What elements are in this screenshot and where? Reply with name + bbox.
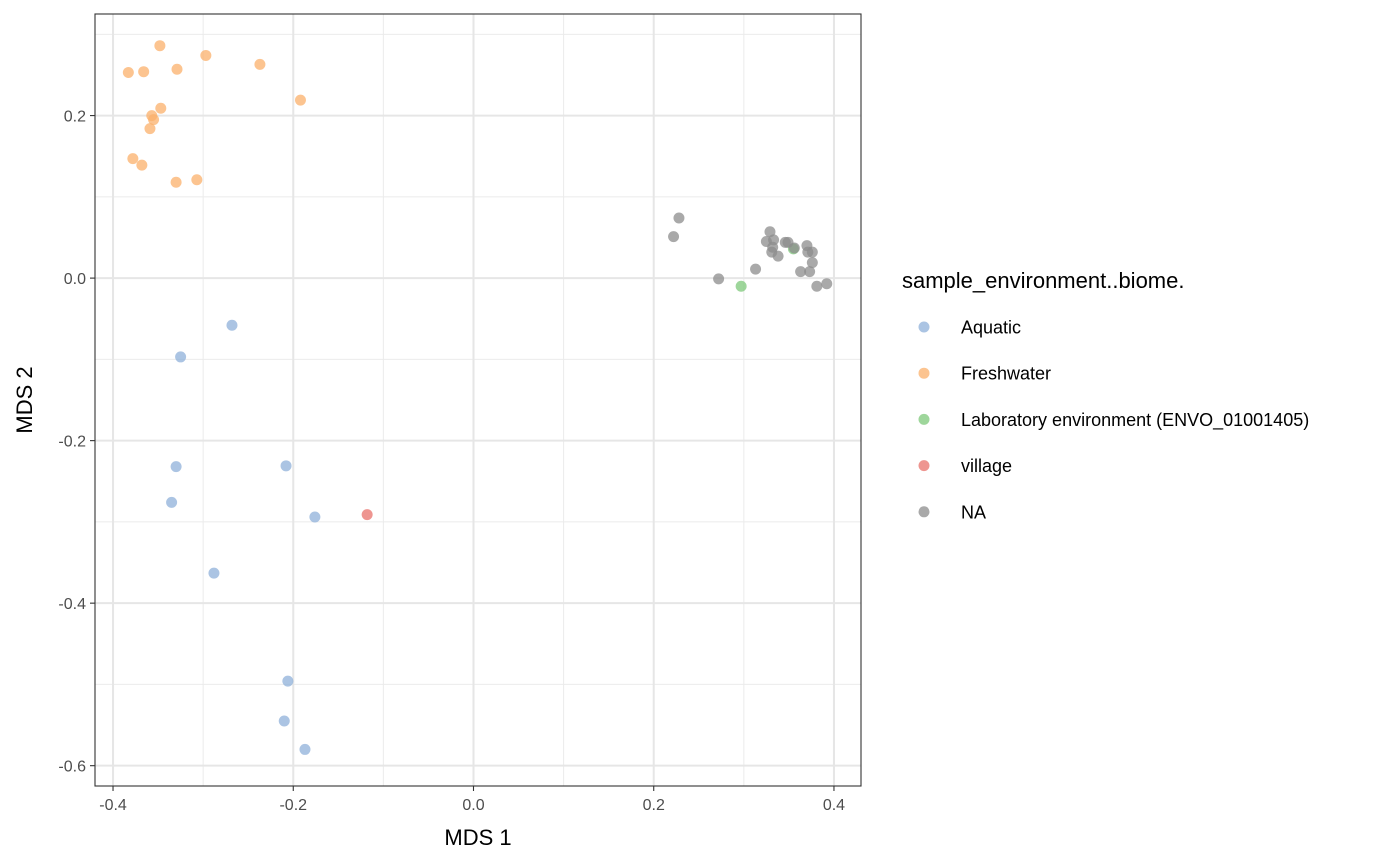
data-point-freshwater <box>144 123 156 135</box>
x-tick-label: -0.2 <box>279 797 307 814</box>
minor-gridlines <box>95 14 861 786</box>
data-point-laboratory-environment-envo-01001405 <box>735 280 747 292</box>
legend-key <box>918 321 930 333</box>
data-point-aquatic <box>309 511 321 523</box>
legend-key <box>918 506 930 518</box>
legend-label: Freshwater <box>961 364 1051 384</box>
data-point-na <box>821 278 833 290</box>
data-point-aquatic <box>166 496 178 508</box>
legend-key <box>918 460 930 472</box>
data-point-na <box>811 280 823 292</box>
y-tick-label: -0.4 <box>58 596 86 613</box>
legend-title: sample_environment..biome. <box>902 268 1184 293</box>
panel-border <box>94 13 862 787</box>
legend-key <box>918 413 930 425</box>
data-point-freshwater <box>122 67 134 79</box>
x-tick-label: 0.4 <box>823 797 845 814</box>
plot-panel <box>94 13 862 787</box>
x-axis: -0.4 -0.2 0.0 0.2 0.4 <box>99 786 845 814</box>
data-point-aquatic <box>282 675 294 687</box>
data-points <box>122 40 833 755</box>
legend-key <box>918 367 930 379</box>
y-axis-title: MDS 2 <box>12 366 37 433</box>
legend-label: NA <box>961 502 986 522</box>
data-point-freshwater <box>200 49 212 61</box>
x-tick-label: 0.0 <box>462 797 484 814</box>
data-point-na <box>750 263 762 275</box>
data-point-freshwater <box>155 102 167 114</box>
legend-label: village <box>961 456 1012 476</box>
data-point-freshwater <box>191 174 203 186</box>
data-point-aquatic <box>280 460 292 472</box>
y-tick-label: 0.0 <box>64 271 86 288</box>
data-point-na <box>788 242 800 254</box>
data-point-aquatic <box>208 567 220 579</box>
data-point-na <box>804 266 816 278</box>
panel-background <box>95 14 861 786</box>
x-tick-label: -0.4 <box>99 797 127 814</box>
y-axis: -0.6 -0.4 -0.2 0.0 0.2 <box>58 109 95 776</box>
legend: sample_environment..biome. Aquatic Freshw… <box>902 268 1309 522</box>
data-point-aquatic <box>278 715 290 727</box>
data-point-na <box>772 250 784 262</box>
data-point-freshwater <box>148 114 160 126</box>
legend-label: Aquatic <box>961 318 1021 338</box>
y-tick-label: -0.6 <box>58 759 86 776</box>
data-point-freshwater <box>127 153 139 165</box>
major-gridlines <box>95 14 861 786</box>
y-tick-label: 0.2 <box>64 109 86 126</box>
data-point-aquatic <box>299 743 311 755</box>
data-point-na <box>806 257 818 269</box>
data-point-na <box>713 273 725 285</box>
data-point-aquatic <box>175 351 187 363</box>
data-point-freshwater <box>136 159 148 171</box>
data-point-freshwater <box>138 66 150 78</box>
data-point-na <box>806 246 818 258</box>
y-tick-label: -0.2 <box>58 434 86 451</box>
data-point-na <box>795 266 807 278</box>
data-point-na <box>673 212 685 224</box>
x-tick-label: 0.2 <box>643 797 665 814</box>
data-point-freshwater <box>170 176 182 188</box>
data-point-freshwater <box>294 94 306 106</box>
data-point-freshwater <box>154 40 166 52</box>
legend-items: Aquatic Freshwater Laboratory environment … <box>918 318 1309 522</box>
data-point-na <box>668 231 680 243</box>
data-point-village <box>361 509 373 521</box>
data-point-freshwater <box>171 63 183 75</box>
data-point-aquatic <box>170 461 182 473</box>
data-point-freshwater <box>254 58 266 70</box>
x-axis-title: MDS 1 <box>444 825 511 850</box>
legend-label: Laboratory environment (ENVO_01001405) <box>961 410 1309 431</box>
data-point-aquatic <box>226 319 238 331</box>
